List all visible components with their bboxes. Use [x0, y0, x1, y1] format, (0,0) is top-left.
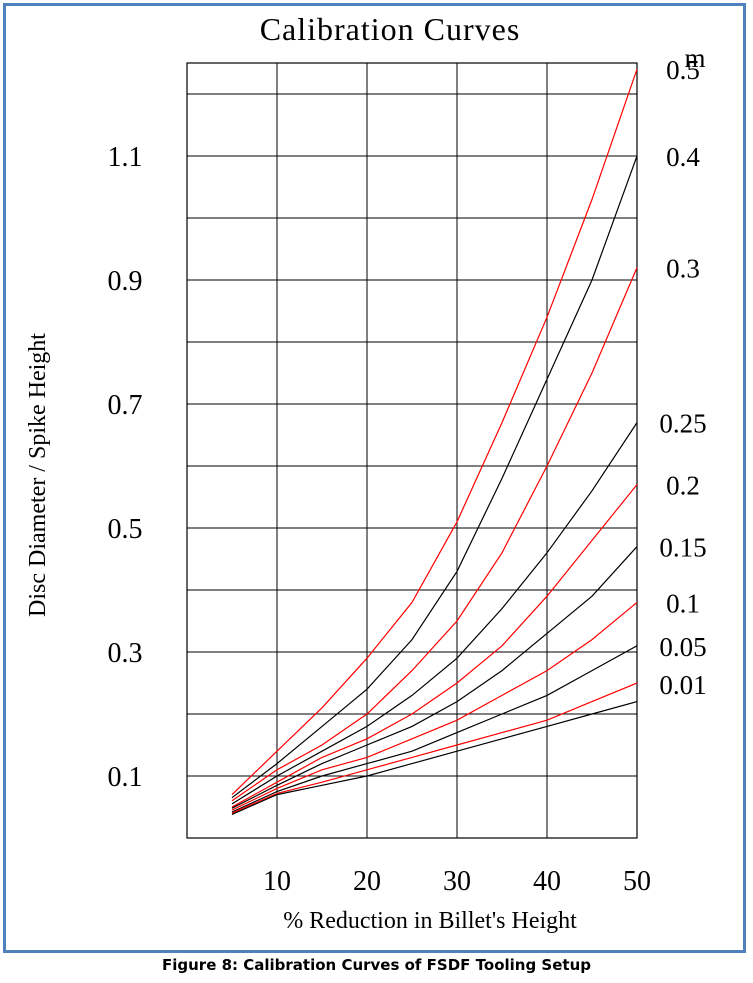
curve-line — [231, 422, 638, 805]
curve-line — [231, 601, 638, 811]
calibration-chart: Calibration Curves m % Reduction in Bill… — [25, 11, 707, 934]
y-tick-label: 1.1 — [108, 142, 143, 173]
legend-title: m — [684, 43, 705, 73]
y-tick-label: 0.1 — [108, 762, 143, 793]
labels: Calibration Curves m % Reduction in Bill… — [25, 11, 707, 934]
curve-label: 0.1 — [666, 588, 700, 618]
y-tick-label: 0.7 — [108, 390, 143, 421]
curve-line — [231, 701, 638, 815]
curve-line — [231, 267, 638, 802]
x-tick-label: 20 — [353, 866, 381, 897]
curve-line — [231, 546, 638, 809]
curve-label: 0.15 — [659, 533, 706, 563]
curve-label: 0.25 — [659, 409, 706, 439]
curve-label: 0.01 — [659, 670, 706, 700]
y-axis-label: Disc Diameter / Spike Height — [25, 333, 51, 617]
curve-label: 0.05 — [659, 632, 706, 662]
figure-frame — [3, 3, 746, 953]
x-tick-label: 40 — [533, 866, 561, 897]
curve-line — [231, 682, 638, 814]
x-tick-label: 30 — [443, 866, 471, 897]
y-tick-label: 0.3 — [108, 638, 143, 669]
curve-label: 0.3 — [666, 254, 700, 284]
figure-caption: Figure 8: Calibration Curves of FSDF Too… — [162, 956, 591, 974]
x-axis-label: % Reduction in Billet's Height — [283, 908, 577, 934]
curve-line — [231, 155, 638, 799]
curve-label: 0.5 — [666, 55, 700, 85]
x-tick-label: 10 — [263, 866, 291, 897]
curve-label: 0.4 — [666, 142, 700, 172]
y-tick-label: 0.5 — [108, 514, 143, 545]
curve-line — [231, 645, 638, 813]
curves — [231, 69, 638, 815]
curve-label: 0.2 — [666, 471, 700, 501]
plot-border — [186, 62, 638, 839]
y-tick-label: 0.9 — [108, 266, 143, 297]
curve-line — [231, 69, 638, 796]
x-tick-label: 50 — [623, 866, 651, 897]
grid — [186, 62, 638, 839]
curve-line — [231, 484, 638, 808]
chart-title: Calibration Curves — [260, 11, 521, 47]
